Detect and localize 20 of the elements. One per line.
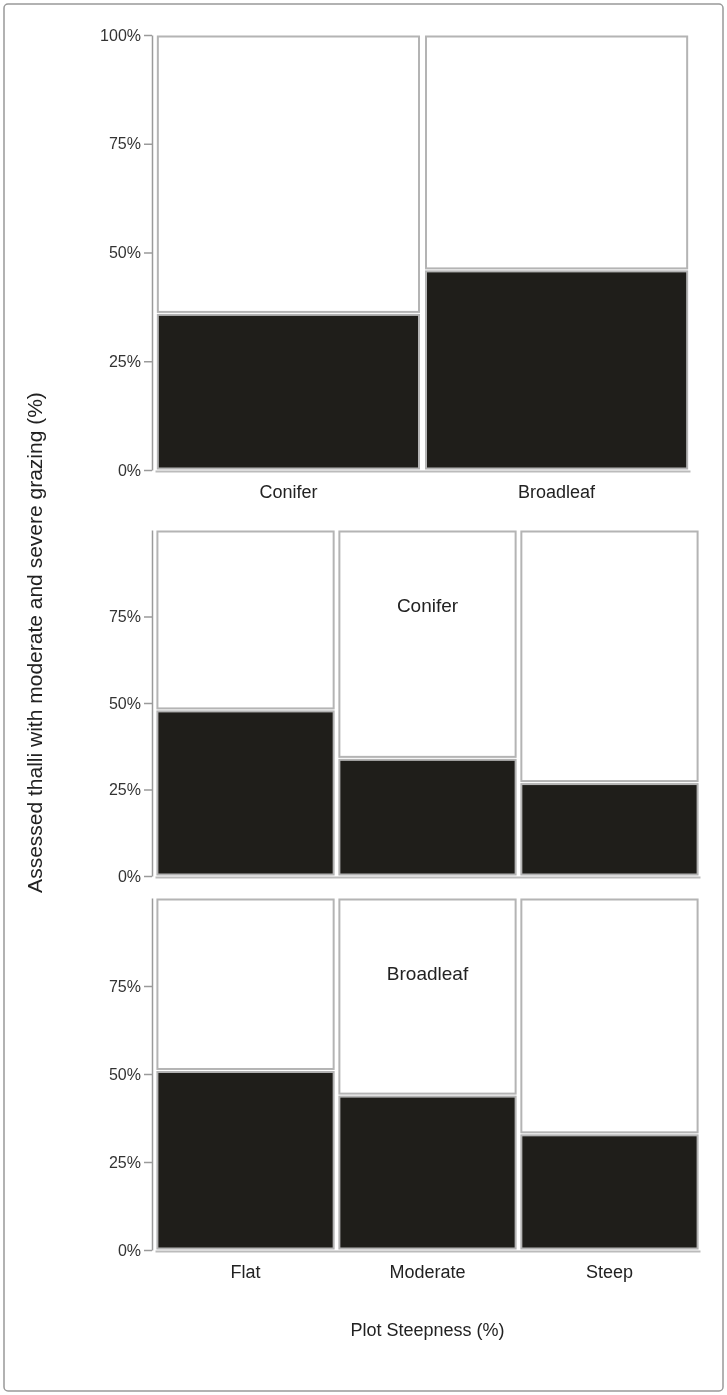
y-tick-label: 25%: [108, 1153, 141, 1171]
x-tick-label: Moderate: [389, 1261, 466, 1282]
x-tick-label: Steep: [585, 1261, 633, 1282]
y-tick-label: 100%: [100, 26, 141, 44]
y-axis-title: Assessed thalli with moderate and severe grazing (%): [23, 392, 46, 893]
y-tick-label: 0%: [117, 461, 141, 479]
text: Broadleaf: [386, 963, 469, 984]
y-tick-label: 50%: [108, 694, 141, 712]
y-tick-label: 25%: [108, 781, 141, 799]
y-tick-label: 0%: [117, 867, 141, 885]
y-tick-label: 75%: [108, 135, 141, 153]
y-tick-label: 25%: [108, 352, 141, 370]
text: Conifer: [396, 595, 459, 616]
y-tick-label: 50%: [108, 1065, 141, 1083]
y-tick-label: 75%: [108, 977, 141, 995]
y-tick-label: 75%: [108, 608, 141, 626]
y-tick-label: 50%: [108, 244, 141, 262]
x-tick-label: Flat: [230, 1261, 261, 1282]
y-tick-label: 0%: [117, 1241, 141, 1259]
x-axis-title: Plot Steepness (%): [350, 1320, 505, 1340]
